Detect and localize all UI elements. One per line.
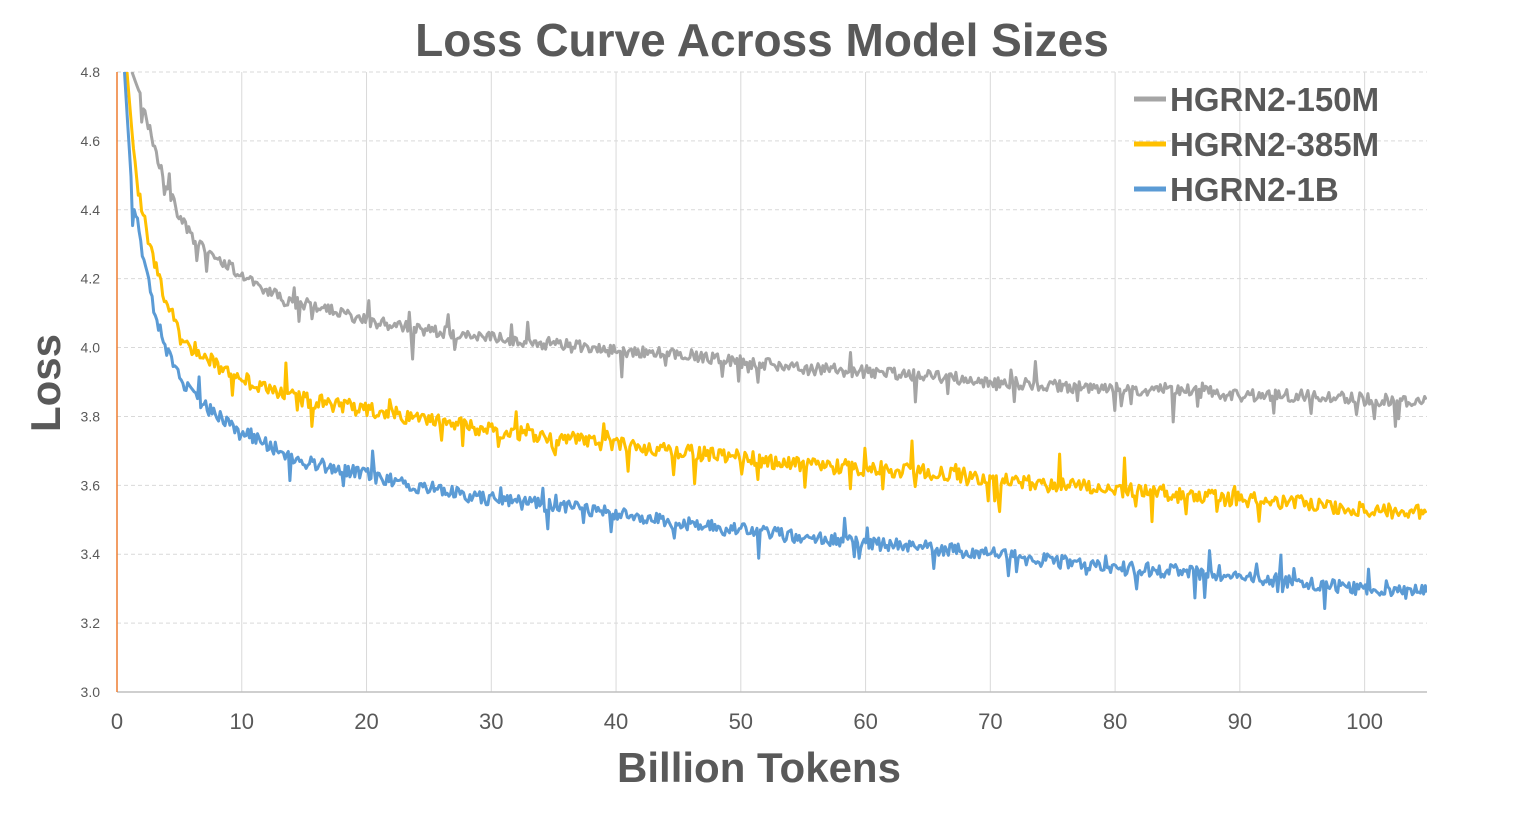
y-tick-label: 4.4 <box>81 202 101 218</box>
y-tick-label: 3.6 <box>81 477 101 493</box>
x-tick-label: 100 <box>1346 709 1383 734</box>
y-tick-label: 4.0 <box>81 340 101 356</box>
chart-title: Loss Curve Across Model Sizes <box>415 14 1109 66</box>
legend: HGRN2-150M HGRN2-385M HGRN2-1B <box>1134 81 1379 208</box>
x-tick-label: 60 <box>853 709 877 734</box>
y-axis-title: Loss <box>22 334 69 432</box>
series-lines <box>123 72 1427 610</box>
x-tick-label: 80 <box>1103 709 1127 734</box>
series-line-hgrn2-385m <box>125 72 1427 524</box>
x-tick-labels: 0 10 20 30 40 50 60 70 80 90 100 <box>111 709 1383 734</box>
x-tick-label: 10 <box>230 709 254 734</box>
legend-label: HGRN2-385M <box>1170 126 1379 163</box>
x-tick-label: 50 <box>729 709 753 734</box>
x-tick-label: 40 <box>604 709 628 734</box>
x-tick-label: 70 <box>978 709 1002 734</box>
x-tick-label: 90 <box>1228 709 1252 734</box>
y-tick-label: 4.8 <box>81 64 101 80</box>
series-line-hgrn2-150m <box>130 72 1427 428</box>
axes <box>116 72 1427 693</box>
grid-lines <box>117 71 1427 692</box>
series-line-hgrn2-1b <box>123 72 1427 610</box>
x-tick-label: 30 <box>479 709 503 734</box>
legend-label: HGRN2-150M <box>1170 81 1379 118</box>
x-axis-title: Billion Tokens <box>617 744 901 791</box>
y-tick-label: 4.6 <box>81 133 101 149</box>
y-tick-label: 3.2 <box>81 615 101 631</box>
legend-label: HGRN2-1B <box>1170 171 1339 208</box>
y-tick-label: 3.0 <box>81 684 101 700</box>
y-tick-labels: 3.0 3.2 3.4 3.6 3.8 4.0 4.2 4.4 4.6 4.8 <box>81 64 101 700</box>
x-tick-label: 20 <box>354 709 378 734</box>
x-tick-label: 0 <box>111 709 123 734</box>
y-tick-label: 3.8 <box>81 408 101 424</box>
y-tick-label: 3.4 <box>81 546 101 562</box>
y-tick-label: 4.2 <box>81 271 101 287</box>
